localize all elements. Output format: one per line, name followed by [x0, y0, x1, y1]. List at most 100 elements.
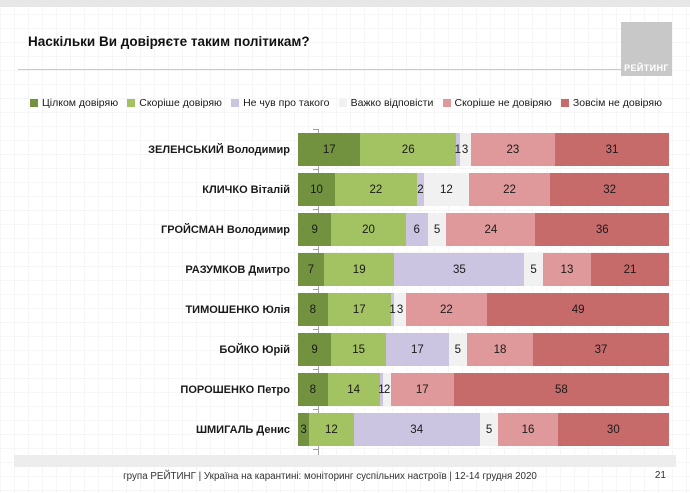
- bar-segment: 22: [405, 293, 488, 326]
- bar-segment: 3: [298, 413, 310, 446]
- bar-segment: 13: [542, 253, 592, 286]
- segment-value: 5: [433, 223, 441, 236]
- legend-item: Зовсім не довіряю: [560, 97, 662, 109]
- segment-value: 9: [311, 343, 318, 356]
- segment-value: 22: [439, 303, 453, 316]
- bar-segment: 30: [557, 413, 669, 446]
- bar-segment: 21: [591, 253, 669, 286]
- rating-logo-text: РЕЙТИНГ: [624, 63, 669, 73]
- trust-stacked-bar-chart: ЗЕЛЕНСЬКИЙ Володимир 17 26 1 3 23 31 КЛИЧКО Віт…: [28, 129, 670, 457]
- segment-value: 8: [309, 383, 317, 396]
- bar-segment: 19: [323, 253, 395, 286]
- bar-segment: 8: [298, 373, 328, 406]
- bar-segment: 7: [298, 253, 324, 286]
- footer-band: [14, 455, 676, 467]
- bar-segment: 5: [524, 253, 543, 286]
- legend-swatch: [30, 99, 38, 107]
- stacked-bar: 3 12 34 5 16 30: [298, 413, 669, 446]
- legend-item: Цілком довіряю: [30, 97, 118, 109]
- axis-tick: [313, 289, 319, 290]
- segment-value: 31: [605, 143, 619, 156]
- legend-item: Скоріше не довіряю: [442, 97, 552, 109]
- bar-segment: 10: [298, 173, 336, 206]
- bar-segment: 5: [427, 213, 447, 246]
- segment-value: 20: [362, 223, 375, 236]
- bar-segment: 17: [298, 133, 361, 166]
- bar-segment: 9: [298, 213, 332, 246]
- footer-source: група РЕЙТИНГ | Україна на карантині: мо…: [123, 471, 537, 482]
- legend-label: Не чув про такого: [243, 97, 330, 109]
- axis-tick: [313, 209, 319, 210]
- segment-value: 12: [324, 423, 338, 436]
- stacked-bar: 9 20 6 5 24 36: [298, 213, 670, 246]
- category-label: КЛИЧКО Віталій: [202, 183, 290, 196]
- bar-segment: 16: [498, 413, 558, 446]
- segment-value: 32: [603, 183, 617, 196]
- segment-value: 35: [452, 263, 466, 276]
- bar-segment: 17: [390, 373, 454, 406]
- category-label: БОЙКО Юрій: [219, 343, 290, 356]
- bar-segment: 58: [453, 373, 669, 406]
- segment-value: 24: [484, 223, 498, 236]
- category-label: ГРОЙСМАН Володимир: [161, 223, 290, 236]
- segment-value: 1: [389, 303, 396, 316]
- segment-value: 13: [560, 263, 574, 276]
- bar-row: ПОРОШЕНКО Петро 8 14 1 2 17 58: [28, 373, 669, 406]
- segment-value: 16: [521, 423, 535, 436]
- segment-value: 3: [396, 303, 404, 316]
- legend-label: Скоріше не довіряю: [454, 97, 552, 109]
- bar-area: 8 17 1 3 22 49: [298, 293, 669, 326]
- category-label: ЗЕЛЕНСЬКИЙ Володимир: [148, 143, 290, 156]
- stacked-bar: 10 22 2 12 22 32: [298, 173, 669, 206]
- segment-value: 12: [439, 183, 453, 196]
- segment-value: 5: [454, 343, 461, 356]
- legend-label: Зовсім не довіряю: [572, 97, 662, 109]
- segment-value: 10: [310, 183, 323, 196]
- axis-tick: [313, 329, 319, 330]
- bar-segment: 37: [533, 333, 669, 366]
- segment-value: 21: [623, 263, 637, 276]
- bar-row: ЗЕЛЕНСЬКИЙ Володимир 17 26 1 3 23 31: [28, 133, 669, 166]
- axis-tick: [313, 369, 319, 370]
- bar-segment: 9: [298, 333, 332, 366]
- legend-item: Скоріше довіряю: [127, 97, 222, 109]
- segment-value: 34: [410, 423, 424, 436]
- segment-value: 22: [369, 183, 383, 196]
- legend-swatch: [338, 99, 347, 107]
- page-number: 21: [654, 470, 666, 481]
- bar-segment: 5: [479, 413, 499, 446]
- bar-segment: 23: [470, 133, 556, 166]
- segment-value: 9: [311, 223, 318, 236]
- legend-swatch: [442, 99, 451, 107]
- bar-segment: 8: [298, 293, 328, 326]
- segment-value: 17: [322, 143, 336, 156]
- segment-value: 58: [555, 383, 568, 396]
- bar-segment: 26: [360, 133, 456, 166]
- segment-value: 6: [413, 223, 420, 236]
- legend: Цілком довіряю Скоріше довіряю Не чув про …: [30, 96, 662, 110]
- bar-row: КЛИЧКО Віталій 10 22 2 12 22 32: [28, 173, 669, 206]
- segment-value: 19: [352, 263, 366, 276]
- category-label: ПОРОШЕНКО Петро: [180, 383, 290, 396]
- segment-value: 49: [571, 303, 585, 316]
- legend-label: Скоріше довіряю: [139, 97, 222, 109]
- segment-value: 37: [594, 343, 608, 356]
- bar-segment: 2: [416, 173, 425, 206]
- bar-segment: 15: [331, 333, 387, 366]
- axis-tick: [313, 409, 319, 410]
- bar-segment: 31: [555, 133, 669, 166]
- segment-value: 17: [352, 303, 366, 316]
- bar-area: 7 19 35 5 13 21: [298, 253, 669, 286]
- segment-value: 5: [485, 423, 493, 436]
- segment-value: 17: [410, 343, 424, 356]
- stacked-bar: 7 19 35 5 13 21: [298, 253, 669, 286]
- bar-area: 17 26 1 3 23 31: [298, 133, 669, 166]
- bar-segment: 1: [389, 293, 396, 326]
- legend-label: Важко відповісти: [350, 97, 434, 109]
- segment-value: 15: [352, 343, 366, 356]
- bar-segment: 12: [424, 173, 469, 206]
- category-label: РАЗУМКОВ Дмитро: [185, 263, 290, 276]
- axis-tick: [313, 169, 319, 170]
- axis-tick: [313, 129, 319, 130]
- segment-value: 8: [309, 303, 317, 316]
